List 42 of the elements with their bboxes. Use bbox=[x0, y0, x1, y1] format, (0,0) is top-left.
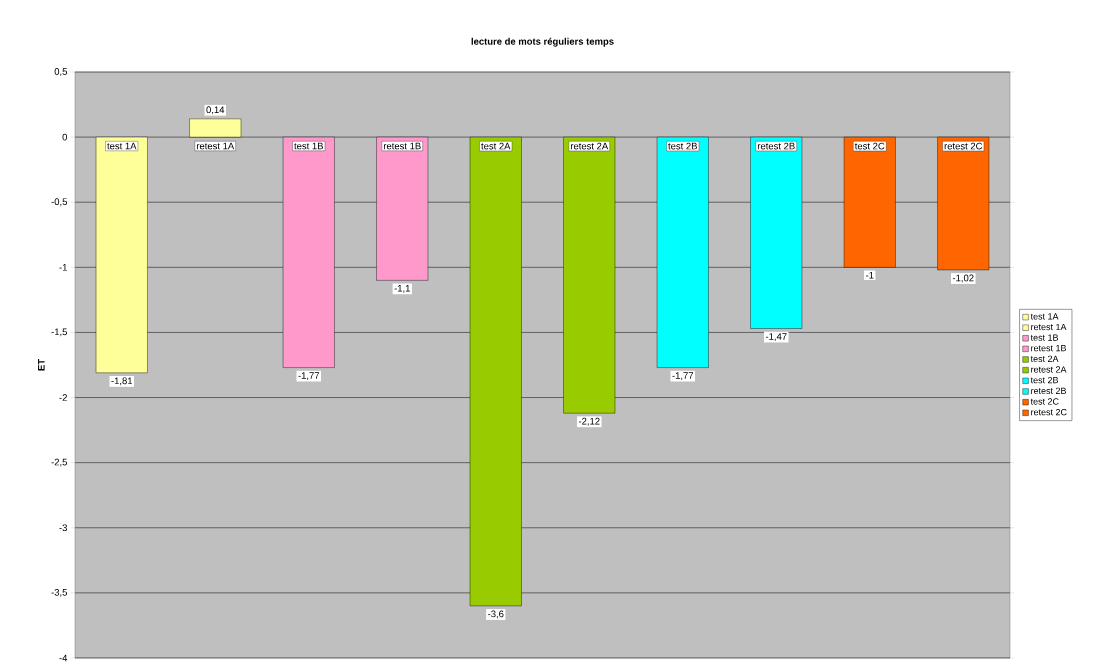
x-tick-label: retest 1A bbox=[196, 142, 235, 150]
y-tick-label: -2,5 bbox=[51, 458, 68, 467]
data-label: -3,6 bbox=[488, 610, 504, 619]
legend-label: retest 1B bbox=[1031, 345, 1067, 352]
y-axis-title: ET bbox=[38, 359, 45, 371]
y-tick-label: 0 bbox=[62, 133, 68, 141]
data-label: -1,81 bbox=[111, 377, 133, 386]
x-tick-label: retest 1B bbox=[383, 142, 421, 150]
x-tick-label: retest 2C bbox=[944, 142, 983, 150]
y-tick-label: 0,5 bbox=[54, 68, 68, 77]
legend-label: test 1B bbox=[1030, 334, 1059, 341]
chart-title: lecture de mots réguliers temps bbox=[471, 37, 614, 47]
x-tick-label: test 2C bbox=[854, 142, 885, 150]
legend-label: test 2A bbox=[1030, 355, 1059, 363]
legend-label: retest 2B bbox=[1031, 387, 1067, 395]
legend-label: retest 1A bbox=[1031, 324, 1067, 331]
y-tick-label: -2 bbox=[59, 394, 67, 401]
data-label: -1,47 bbox=[765, 333, 787, 342]
legend-label: test 1A bbox=[1030, 313, 1059, 320]
y-tick-label: -3 bbox=[59, 524, 67, 532]
data-label: -1,77 bbox=[672, 372, 694, 381]
data-label: -1,1 bbox=[394, 285, 410, 293]
y-tick-label: -1 bbox=[59, 264, 67, 271]
data-label: -1,77 bbox=[298, 372, 320, 381]
x-tick-label: test 2B bbox=[668, 142, 697, 150]
x-tick-label: test 2A bbox=[481, 142, 511, 150]
y-tick-label: -1,5 bbox=[51, 328, 68, 337]
data-label: -2,12 bbox=[578, 417, 600, 426]
legend-label: test 2B bbox=[1030, 377, 1059, 384]
y-tick-label: -0,5 bbox=[51, 198, 68, 207]
data-label: -1,02 bbox=[952, 274, 974, 283]
y-tick-label: -3,5 bbox=[51, 589, 68, 597]
x-tick-label: test 1B bbox=[294, 142, 323, 150]
y-tick-label: -4 bbox=[59, 654, 68, 662]
data-label: 0,14 bbox=[206, 106, 225, 115]
x-tick-label: retest 2A bbox=[570, 142, 609, 150]
x-tick-label: retest 2B bbox=[757, 142, 795, 150]
legend-label: retest 2A bbox=[1031, 366, 1067, 373]
legend-label: retest 2C bbox=[1031, 409, 1067, 416]
data-label: -1 bbox=[865, 272, 874, 279]
legend-label: test 2C bbox=[1030, 398, 1059, 405]
x-tick-label: test 1A bbox=[107, 142, 137, 150]
